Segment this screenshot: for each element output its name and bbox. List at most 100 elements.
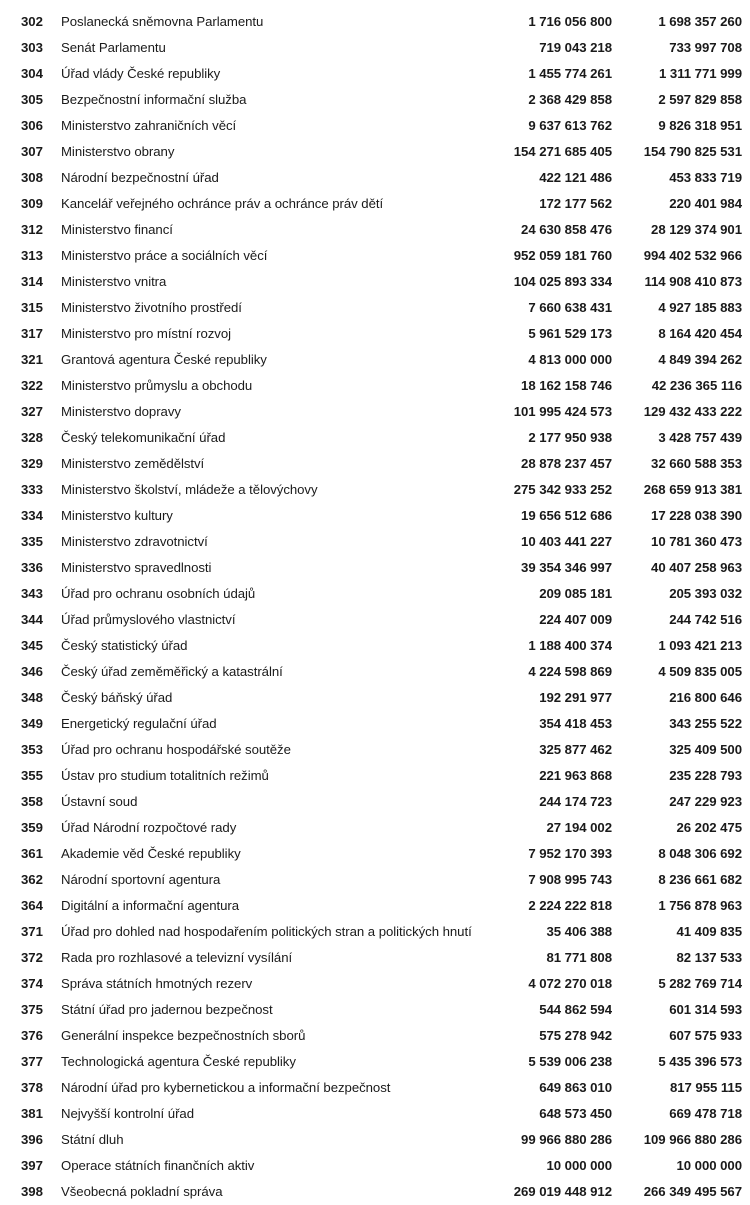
row-value-1: 2 368 429 858 xyxy=(528,92,612,107)
row-value-1: 209 085 181 xyxy=(539,586,612,601)
row-value-2: 1 698 357 260 xyxy=(658,14,742,29)
row-name: Ministerstvo zahraničních věcí xyxy=(61,118,237,133)
table-row: 327 Ministerstvo dopravy 101 995 424 573 12… xyxy=(0,399,750,425)
row-value-1: 9 637 613 762 xyxy=(528,118,612,133)
row-name: Senát Parlamentu xyxy=(61,40,166,55)
row-value-1: 192 291 977 xyxy=(539,690,612,705)
row-value-2: 129 432 433 222 xyxy=(643,404,742,419)
row-value-2: 325 409 500 xyxy=(669,742,742,757)
row-value-2: 994 402 532 966 xyxy=(643,248,742,263)
row-value-2: 453 833 719 xyxy=(669,170,742,185)
row-value-1: 269 019 448 912 xyxy=(513,1184,612,1199)
row-value-2: 8 236 661 682 xyxy=(658,872,742,887)
row-code: 372 xyxy=(21,950,43,965)
row-name: Všeobecná pokladní správa xyxy=(61,1184,223,1199)
clipped-row-remnant xyxy=(21,0,743,5)
row-value-2: 154 790 825 531 xyxy=(643,144,742,159)
row-name: Technologická agentura České republiky xyxy=(61,1054,296,1069)
row-value-1: 275 342 933 252 xyxy=(513,482,612,497)
table-row: 344 Úřad průmyslového vlastnictví 224 407 … xyxy=(0,607,750,633)
row-name: Ministerstvo financí xyxy=(61,222,173,237)
row-value-1: 1 716 056 800 xyxy=(528,14,612,29)
row-code: 312 xyxy=(21,222,43,237)
row-value-2: 109 966 880 286 xyxy=(643,1132,742,1147)
row-value-2: 216 800 646 xyxy=(669,690,742,705)
table-row: 362 Národní sportovní agentura 7 908 995 7… xyxy=(0,867,750,893)
table-row: 317 Ministerstvo pro místní rozvoj 5 961 5… xyxy=(0,321,750,347)
row-code: 336 xyxy=(21,560,43,575)
row-value-1: 4 224 598 869 xyxy=(528,664,612,679)
row-value-1: 648 573 450 xyxy=(539,1106,612,1121)
row-value-1: 354 418 453 xyxy=(539,716,612,731)
row-name: Ministerstvo dopravy xyxy=(61,404,181,419)
row-name: Správa státních hmotných rezerv xyxy=(61,976,253,991)
row-code: 321 xyxy=(21,352,43,367)
row-value-2: 17 228 038 390 xyxy=(651,508,742,523)
row-value-2: 3 428 757 439 xyxy=(658,430,742,445)
row-value-2: 1 311 771 999 xyxy=(659,66,742,81)
row-value-2: 32 660 588 353 xyxy=(651,456,742,471)
row-value-1: 28 878 237 457 xyxy=(521,456,612,471)
budget-table: 302 Poslanecká sněmovna Parlamentu 1 716 0… xyxy=(0,9,750,1205)
row-name: Poslanecká sněmovna Parlamentu xyxy=(61,14,264,29)
table-row: 371 Úřad pro dohled nad hospodařením poli… xyxy=(0,919,750,945)
row-code: 334 xyxy=(21,508,43,523)
row-value-1: 5 539 006 238 xyxy=(528,1054,612,1069)
table-row: 328 Český telekomunikační úřad 2 177 950 9… xyxy=(0,425,750,451)
row-name: Ministerstvo obrany xyxy=(61,144,175,159)
row-value-1: 154 271 685 405 xyxy=(513,144,612,159)
row-name: Operace státních finančních aktiv xyxy=(61,1158,255,1173)
table-row: 308 Národní bezpečnostní úřad 422 121 486 4… xyxy=(0,165,750,191)
row-name: Ministerstvo vnitra xyxy=(61,274,167,289)
row-value-2: 607 575 933 xyxy=(669,1028,742,1043)
row-value-1: 1 188 400 374 xyxy=(528,638,612,653)
row-code: 345 xyxy=(21,638,43,653)
table-row: 336 Ministerstvo spravedlnosti 39 354 346 … xyxy=(0,555,750,581)
row-value-1: 18 162 158 746 xyxy=(521,378,612,393)
row-value-2: 817 955 115 xyxy=(669,1080,742,1095)
row-value-2: 4 927 185 883 xyxy=(658,300,742,315)
row-value-1: 7 908 995 743 xyxy=(528,872,612,887)
row-name: Energetický regulační úřad xyxy=(61,716,217,731)
row-value-1: 325 877 462 xyxy=(539,742,612,757)
row-value-2: 40 407 258 963 xyxy=(651,560,742,575)
row-name: Rada pro rozhlasové a televizní vysílání xyxy=(61,950,293,965)
row-code: 314 xyxy=(21,274,43,289)
row-code: 306 xyxy=(21,118,43,133)
row-name: Úřad pro dohled nad hospodařením politic… xyxy=(61,924,472,939)
row-code: 344 xyxy=(21,612,43,627)
row-name: Ministerstvo pro místní rozvoj xyxy=(61,326,231,341)
row-value-2: 268 659 913 381 xyxy=(643,482,742,497)
table-row: 303 Senát Parlamentu 719 043 218 733 997 70… xyxy=(0,35,750,61)
row-value-1: 10 000 000 xyxy=(546,1158,612,1173)
row-code: 377 xyxy=(21,1054,43,1069)
row-code: 374 xyxy=(21,976,43,991)
table-row: 378 Národní úřad pro kybernetickou a info… xyxy=(0,1075,750,1101)
row-value-1: 224 407 009 xyxy=(539,612,612,627)
row-value-1: 2 177 950 938 xyxy=(528,430,612,445)
table-row: 372 Rada pro rozhlasové a televizní vysíl… xyxy=(0,945,750,971)
row-value-2: 10 000 000 xyxy=(676,1158,742,1173)
table-row: 374 Správa státních hmotných rezerv 4 072 … xyxy=(0,971,750,997)
row-value-1: 27 194 002 xyxy=(546,820,612,835)
row-name: Český statistický úřad xyxy=(61,638,188,653)
row-name: Bezpečnostní informační služba xyxy=(61,92,247,107)
row-value-2: 4 509 835 005 xyxy=(658,664,742,679)
row-value-1: 24 630 858 476 xyxy=(521,222,612,237)
row-code: 309 xyxy=(21,196,43,211)
table-row: 304 Úřad vlády České republiky 1 455 774 2… xyxy=(0,61,750,87)
row-value-2: 9 826 318 951 xyxy=(658,118,742,133)
row-code: 317 xyxy=(21,326,43,341)
row-value-2: 205 393 032 xyxy=(669,586,742,601)
table-row: 398 Všeobecná pokladní správa 269 019 448 … xyxy=(0,1179,750,1205)
row-value-1: 172 177 562 xyxy=(539,196,612,211)
row-value-2: 220 401 984 xyxy=(669,196,742,211)
row-name: Ministerstvo kultury xyxy=(61,508,173,523)
row-name: Ministerstvo spravedlnosti xyxy=(61,560,212,575)
row-code: 355 xyxy=(21,768,43,783)
table-row: 315 Ministerstvo životního prostředí 7 660… xyxy=(0,295,750,321)
row-name: Státní dluh xyxy=(61,1132,124,1147)
table-row: 348 Český báňský úřad 192 291 977 216 800 6… xyxy=(0,685,750,711)
row-value-2: 42 236 365 116 xyxy=(651,378,742,393)
row-code: 359 xyxy=(21,820,43,835)
